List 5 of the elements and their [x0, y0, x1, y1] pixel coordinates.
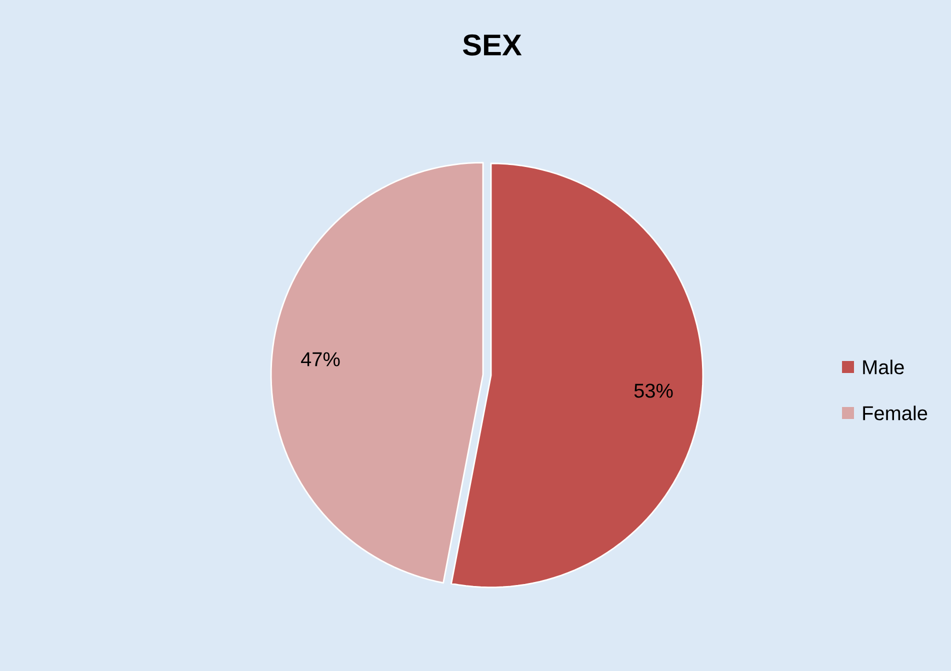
data-label: 53%: [634, 384, 673, 398]
data-label: 47%: [301, 352, 340, 366]
legend-label: Male: [863, 360, 904, 374]
legend-label: Female: [863, 406, 928, 420]
chart-title: SEX: [462, 34, 522, 56]
